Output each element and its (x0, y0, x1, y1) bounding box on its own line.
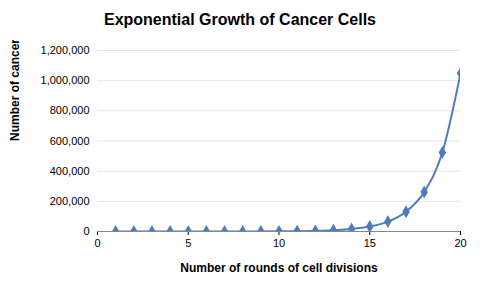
svg-text:1,200,000: 1,200,000 (41, 44, 90, 56)
svg-text:800,000: 800,000 (50, 104, 90, 116)
svg-text:600,000: 600,000 (50, 135, 90, 147)
svg-text:20: 20 (454, 237, 466, 249)
svg-text:10: 10 (273, 237, 285, 249)
svg-text:Number of cancer cells: Number of cancer cells (8, 40, 22, 141)
svg-text:200,000: 200,000 (50, 195, 90, 207)
svg-text:Number of rounds of cell divis: Number of rounds of cell divisions (180, 261, 378, 275)
html-text:Exponential Growth of Cancer C: Exponential Growth of Cancer Cells (104, 11, 376, 28)
svg-text:0: 0 (94, 237, 100, 249)
svg-text:15: 15 (364, 237, 376, 249)
svg-text:0: 0 (83, 225, 89, 237)
svg-text:400,000: 400,000 (50, 165, 90, 177)
svg-text:1,000,000: 1,000,000 (41, 74, 90, 86)
svg-text:5: 5 (185, 237, 191, 249)
